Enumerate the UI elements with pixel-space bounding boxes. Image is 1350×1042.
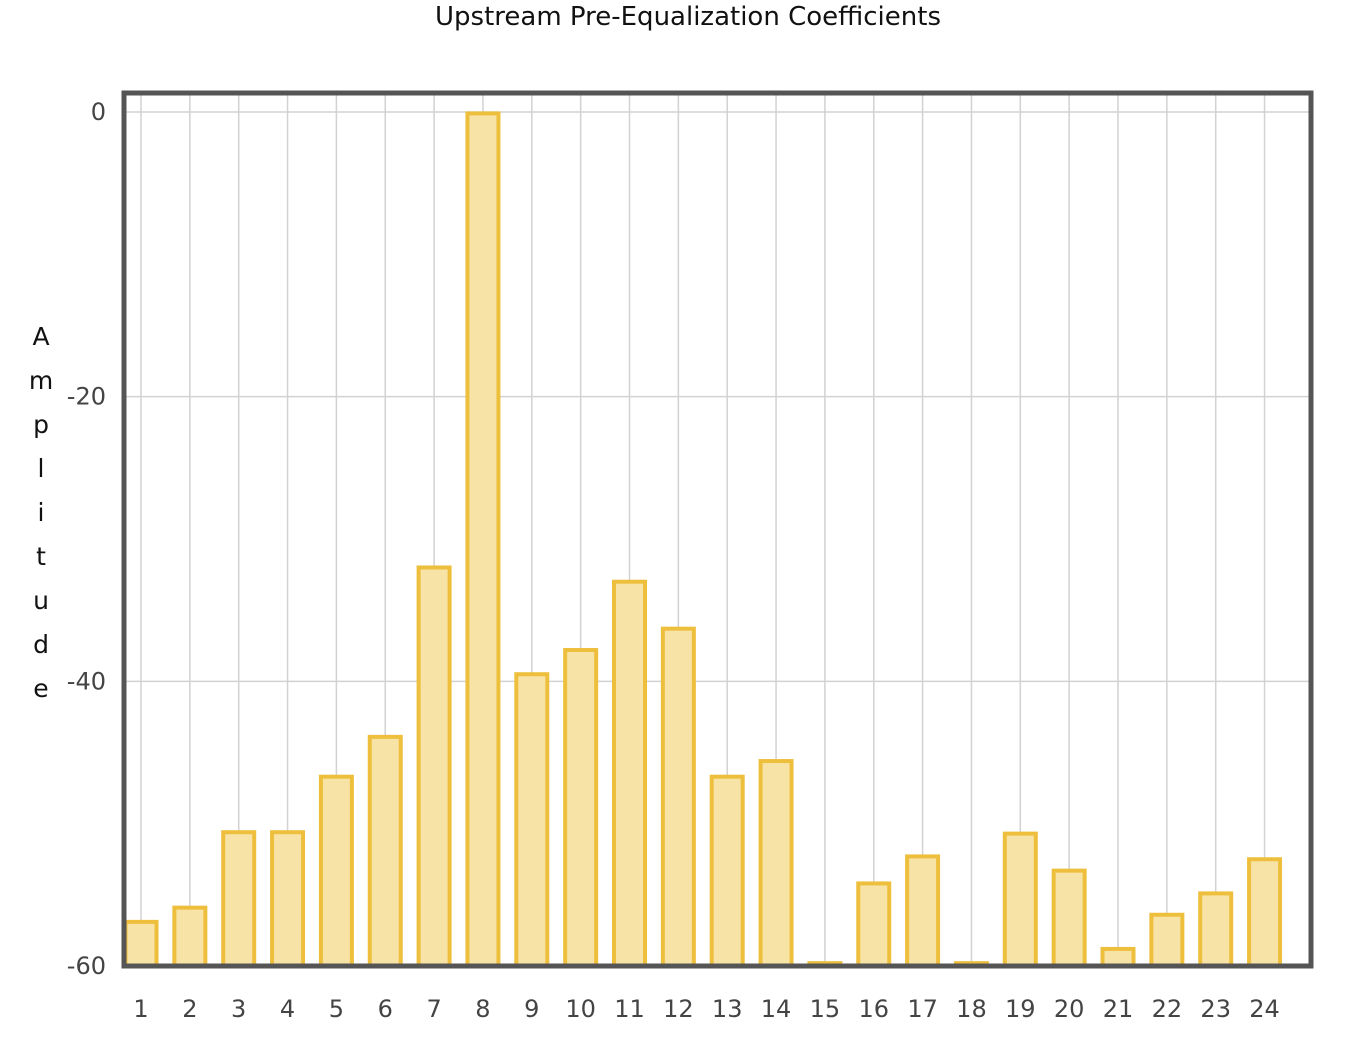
x-tick-label: 10	[565, 995, 596, 1023]
y-axis-label-letter: t	[36, 542, 46, 571]
y-axis-label-letter: e	[33, 674, 48, 703]
x-tick-label: 21	[1103, 995, 1134, 1023]
x-tick-label: 19	[1005, 995, 1036, 1023]
x-tick-label: 16	[858, 995, 889, 1023]
bar-16	[856, 881, 892, 968]
x-tick-label: 5	[329, 995, 344, 1023]
bar-9	[514, 672, 550, 968]
x-tick-label: 18	[956, 995, 987, 1023]
bar-1	[123, 919, 159, 968]
x-tick-label: 8	[475, 995, 490, 1023]
y-axis-label-letter: d	[33, 630, 49, 659]
x-tick-label: 1	[133, 995, 148, 1023]
x-tick-label: 22	[1152, 995, 1183, 1023]
y-axis-label-letter: m	[29, 366, 53, 395]
y-tick-labels: 0 -20 -40 -60	[67, 98, 106, 980]
bar-13	[709, 774, 745, 968]
x-tick-label: 6	[378, 995, 393, 1023]
x-tick-label: 2	[182, 995, 197, 1023]
x-tick-label: 4	[280, 995, 295, 1023]
x-tick-label: 23	[1200, 995, 1231, 1023]
bar-20	[1051, 868, 1087, 968]
y-tick-label: -60	[67, 952, 106, 980]
bar-22	[1149, 912, 1185, 969]
bar-24	[1247, 857, 1283, 968]
bar-19	[1002, 831, 1038, 968]
y-tick-label: 0	[91, 98, 106, 126]
x-tick-label: 9	[524, 995, 539, 1023]
bar-3	[221, 830, 257, 968]
bar-4	[270, 830, 306, 968]
bar-7	[416, 565, 452, 968]
x-tick-labels: 1 2 3 4 5 6 7 8 9 10 11 12 13 14 15 16 17 18 19 20 21 22 23 24	[133, 995, 1279, 1023]
x-tick-label: 20	[1054, 995, 1085, 1023]
x-tick-label: 24	[1249, 995, 1280, 1023]
y-tick-label: -20	[67, 383, 106, 411]
y-axis-label-letter: u	[33, 586, 49, 615]
bar-11	[612, 579, 647, 968]
bar-8	[465, 111, 501, 968]
x-tick-label: 12	[663, 995, 694, 1023]
y-axis-label-letter: A	[32, 322, 49, 351]
x-tick-label: 3	[231, 995, 246, 1023]
chart-title: Upstream Pre-Equalization Coefficients	[435, 2, 941, 32]
x-tick-label: 14	[761, 995, 792, 1023]
bar-2	[172, 905, 208, 968]
bar-23	[1198, 891, 1234, 968]
y-axis-label-letter: i	[38, 498, 45, 527]
x-tick-label: 11	[614, 995, 645, 1023]
x-tick-label: 13	[712, 995, 743, 1023]
y-axis-label-letter: p	[33, 410, 49, 439]
bar-21	[1100, 946, 1136, 968]
x-tick-label: 7	[426, 995, 441, 1023]
bar-10	[563, 648, 599, 969]
plot-frame	[121, 90, 1314, 969]
bar-5	[318, 774, 354, 968]
bar-6	[367, 734, 403, 968]
bars	[123, 111, 1283, 969]
y-axis-label-letter: l	[38, 454, 45, 483]
y-tick-label: -40	[67, 667, 106, 695]
x-tick-label: 15	[810, 995, 841, 1023]
bar-17	[905, 854, 941, 968]
x-tick-label: 17	[907, 995, 938, 1023]
bar-14	[758, 759, 794, 968]
bar-12	[660, 626, 696, 968]
